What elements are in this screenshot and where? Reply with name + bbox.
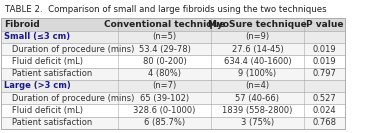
Text: 0.019: 0.019 (313, 45, 336, 54)
Text: TABLE 2.  Comparison of small and large fibroids using the two techniques: TABLE 2. Comparison of small and large f… (5, 5, 327, 14)
Bar (2, 104, 345, 117)
Text: (n=9): (n=9) (245, 32, 270, 41)
Text: Patient satisfaction: Patient satisfaction (4, 118, 92, 127)
Text: Small (≤3 cm): Small (≤3 cm) (4, 32, 70, 41)
Text: 0.797: 0.797 (313, 69, 336, 78)
Text: Conventional technique: Conventional technique (104, 20, 225, 29)
Text: (n=5): (n=5) (153, 32, 177, 41)
Text: 0.527: 0.527 (313, 94, 336, 103)
Text: 80 (0-200): 80 (0-200) (143, 57, 186, 66)
Text: 634.4 (40-1600): 634.4 (40-1600) (223, 57, 291, 66)
Text: 53.4 (29-78): 53.4 (29-78) (139, 45, 191, 54)
Text: MyoSure technique: MyoSure technique (208, 20, 307, 29)
Text: 4 (80%): 4 (80%) (148, 69, 181, 78)
Text: Duration of procedure (mins): Duration of procedure (mins) (4, 45, 135, 54)
Text: (n=7): (n=7) (152, 81, 177, 90)
Bar (2, 92, 345, 104)
Text: 1839 (558-2800): 1839 (558-2800) (222, 106, 293, 115)
Text: Fluid deficit (mL): Fluid deficit (mL) (4, 106, 83, 115)
Bar (2, 117, 345, 129)
Text: P value: P value (306, 20, 343, 29)
Text: 57 (40-66): 57 (40-66) (235, 94, 279, 103)
Text: 3 (75%): 3 (75%) (241, 118, 274, 127)
Bar (2, 80, 345, 92)
Text: 0.019: 0.019 (313, 57, 336, 66)
Bar (2, 18, 345, 129)
Text: 328.6 (0-1000): 328.6 (0-1000) (133, 106, 196, 115)
Bar (2, 18, 345, 31)
Text: 0.768: 0.768 (312, 118, 336, 127)
Text: Fluid deficit (mL): Fluid deficit (mL) (4, 57, 83, 66)
Text: 0.024: 0.024 (313, 106, 336, 115)
Bar (2, 55, 345, 68)
Text: Patient satisfaction: Patient satisfaction (4, 69, 92, 78)
Bar (2, 43, 345, 55)
Text: 9 (100%): 9 (100%) (238, 69, 276, 78)
Text: Duration of procedure (mins): Duration of procedure (mins) (4, 94, 135, 103)
Text: (n=4): (n=4) (245, 81, 270, 90)
Text: Fibroid: Fibroid (4, 20, 40, 29)
Text: 6 (85.7%): 6 (85.7%) (144, 118, 185, 127)
Text: 65 (39-102): 65 (39-102) (140, 94, 189, 103)
Bar (2, 68, 345, 80)
Text: 27.6 (14-45): 27.6 (14-45) (231, 45, 283, 54)
Text: Large (>3 cm): Large (>3 cm) (4, 81, 71, 90)
Bar (2, 31, 345, 43)
